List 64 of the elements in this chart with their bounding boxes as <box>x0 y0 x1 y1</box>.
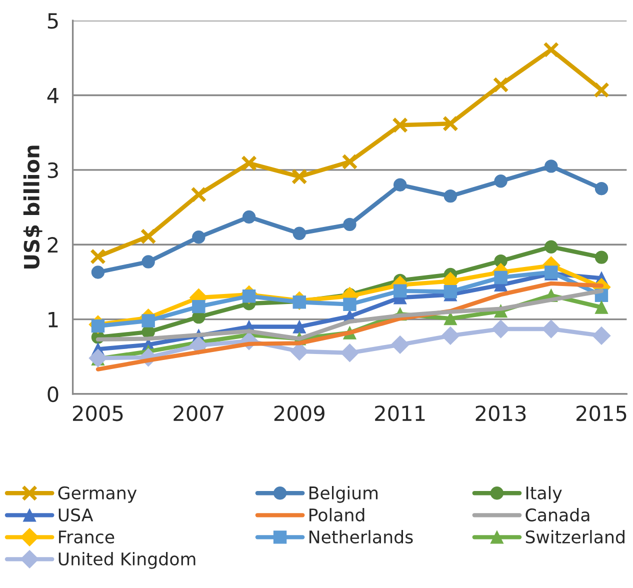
point <box>190 186 207 203</box>
legend-label: Germany <box>58 486 137 503</box>
point <box>343 298 356 311</box>
y-axis-title: US$ billion <box>23 146 42 268</box>
point <box>342 154 358 170</box>
y-tick-label: 1 <box>48 312 58 328</box>
point <box>142 255 155 268</box>
point <box>494 270 508 284</box>
point <box>544 240 558 254</box>
y-tick-label: 3 <box>48 162 58 178</box>
legend-label: Belgium <box>310 486 378 503</box>
point <box>291 168 308 185</box>
legend-label: Italy <box>526 486 562 503</box>
point <box>543 42 560 58</box>
point <box>393 284 407 298</box>
point <box>91 319 105 333</box>
legend-label: United Kingdom <box>58 552 196 569</box>
legend-label: Poland <box>310 508 364 522</box>
point <box>292 226 306 240</box>
point <box>390 335 410 354</box>
point <box>142 314 155 328</box>
point <box>444 189 458 203</box>
point <box>392 117 408 134</box>
x-tick-label: 2007 <box>174 405 224 422</box>
legend-label: Switzerland <box>526 530 624 544</box>
point <box>492 76 509 93</box>
x-tick-label: 2013 <box>476 405 526 422</box>
x-tick-label: 2009 <box>274 405 324 422</box>
point <box>594 300 608 314</box>
y-tick-label: 2 <box>48 237 58 253</box>
point <box>594 250 608 264</box>
point <box>544 160 558 173</box>
x-tick-label: 2015 <box>576 405 626 422</box>
y-tick-label: 4 <box>47 88 58 104</box>
point <box>442 116 458 132</box>
point <box>494 174 508 188</box>
x-tick-label: 2005 <box>72 405 123 422</box>
legend-label: Netherlands <box>310 530 413 544</box>
point <box>340 344 359 362</box>
point <box>441 326 460 345</box>
point <box>242 210 256 224</box>
point <box>343 218 356 232</box>
point <box>492 320 510 338</box>
point <box>292 320 306 334</box>
point <box>140 228 156 244</box>
point <box>594 82 610 98</box>
point <box>192 230 206 244</box>
legend-label: USA <box>58 508 94 522</box>
y-tick-label: 0 <box>48 386 58 402</box>
point <box>192 300 206 314</box>
point <box>594 182 608 196</box>
x-tick-label: 2011 <box>375 405 425 422</box>
point <box>444 285 458 298</box>
point <box>241 155 258 172</box>
point <box>90 248 106 265</box>
y-tick-label: 5 <box>48 13 58 29</box>
point <box>592 326 611 345</box>
legend-label: France <box>59 530 114 544</box>
point <box>542 320 560 338</box>
legend-label: Canada <box>526 508 590 522</box>
point <box>444 312 458 326</box>
point <box>88 348 108 368</box>
point <box>91 266 105 279</box>
point <box>393 178 407 192</box>
